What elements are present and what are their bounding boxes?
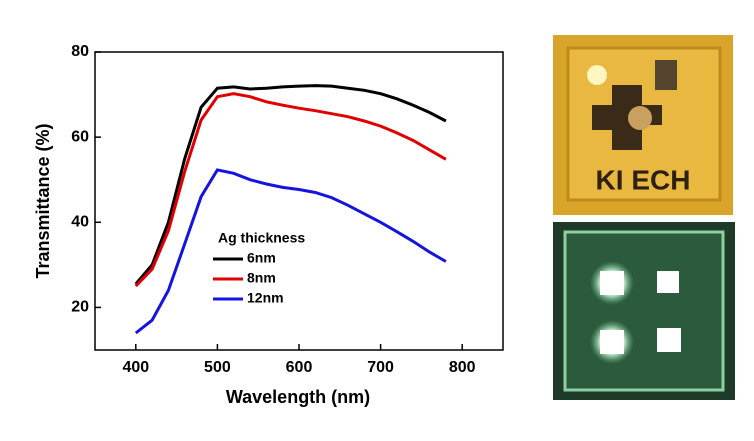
x-tick-label: 500 xyxy=(204,359,231,376)
photo-top: KI ECH xyxy=(553,35,733,215)
y-tick-label: 60 xyxy=(71,128,89,145)
data-line xyxy=(134,92,447,288)
led xyxy=(657,328,681,352)
data-line xyxy=(134,168,447,335)
photo-glare xyxy=(587,65,607,85)
data-line xyxy=(134,84,447,285)
legend-label: 8nm xyxy=(247,270,276,286)
photo-panel xyxy=(563,230,725,392)
photo-text: KI ECH xyxy=(596,164,691,195)
photo-bottom xyxy=(553,222,735,400)
led xyxy=(657,271,679,293)
plot-frame xyxy=(94,51,504,351)
led xyxy=(600,271,624,295)
x-tick-label: 800 xyxy=(449,359,476,376)
legend-title: Ag thickness xyxy=(218,230,305,246)
photo-logo xyxy=(592,85,662,150)
x-tick-label: 400 xyxy=(122,359,149,376)
y-tick-label: 20 xyxy=(71,299,89,316)
x-tick-label: 600 xyxy=(286,359,313,376)
led xyxy=(600,330,624,354)
x-tick-label: 700 xyxy=(367,359,394,376)
photo-logo-dot xyxy=(628,106,652,130)
y-axis-label: Transmittance (%) xyxy=(33,123,53,278)
photo-chip xyxy=(655,60,677,90)
legend-label: 12nm xyxy=(247,290,284,306)
x-axis-label: Wavelength (nm) xyxy=(226,387,370,407)
y-tick-label: 40 xyxy=(71,214,89,231)
legend-label: 6nm xyxy=(247,250,276,266)
y-tick-label: 80 xyxy=(71,43,89,60)
